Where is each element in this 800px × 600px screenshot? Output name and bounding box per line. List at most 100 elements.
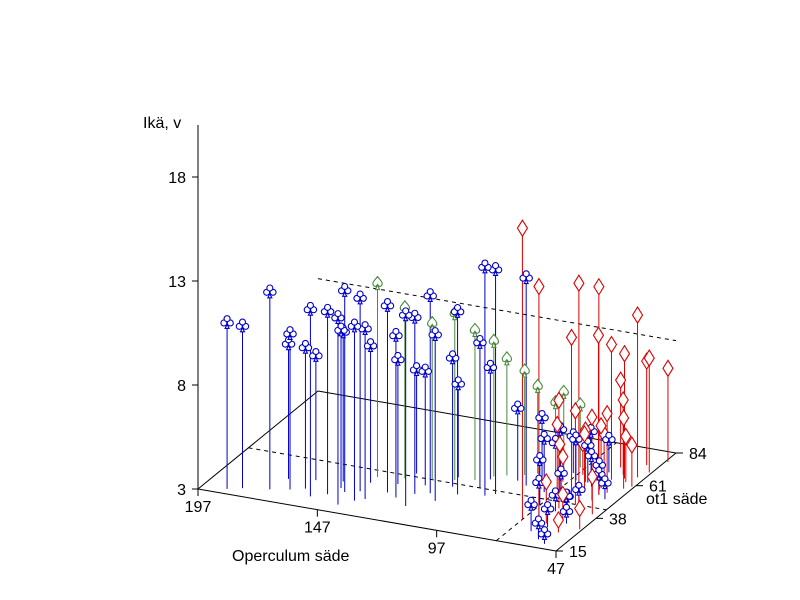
data-point-diamond (631, 306, 644, 325)
data-point-club (451, 376, 466, 391)
marks-layer (220, 219, 674, 540)
data-point-club (445, 350, 460, 365)
x-tick-label: 97 (428, 540, 446, 557)
data-point-club (353, 290, 367, 305)
data-point-diamond (554, 435, 566, 454)
data-point-diamond (578, 424, 591, 444)
y-tick-label: 15 (569, 544, 587, 561)
data-point-spade (488, 333, 500, 348)
data-point-club (389, 327, 403, 342)
data-point-club (347, 318, 362, 333)
data-point-spade (501, 350, 513, 366)
data-point-club (537, 430, 551, 445)
x-tick-label: 197 (185, 499, 212, 516)
data-point-club (598, 475, 612, 490)
data-point-diamond (553, 391, 565, 410)
data-point-club (428, 327, 442, 341)
data-point-diamond (643, 349, 655, 368)
z-axis-label: Ikä, v (143, 115, 181, 132)
data-point-club (537, 526, 552, 540)
data-point-club (572, 481, 586, 496)
data-point-club (363, 338, 378, 353)
data-point-diamond (569, 401, 582, 420)
x-tick-label: 47 (547, 561, 565, 578)
data-point-diamond (620, 427, 632, 446)
data-point-diamond (565, 328, 578, 347)
x-axis-label: Operculum säde (232, 548, 349, 565)
data-point-club (533, 452, 547, 466)
z-tick-label: 8 (177, 378, 186, 395)
floor-guide-y (248, 447, 607, 511)
data-point-diamond (618, 344, 631, 363)
data-point-diamond (540, 472, 552, 491)
data-point-diamond (662, 359, 674, 378)
data-point-club (569, 431, 583, 446)
data-point-club (303, 301, 318, 316)
data-point-club (450, 303, 465, 318)
data-point-diamond (551, 415, 563, 434)
data-point-club (235, 318, 250, 333)
x-tick-label: 147 (304, 520, 331, 537)
data-point-club (478, 259, 492, 274)
data-point-club (519, 270, 533, 285)
data-point-club (298, 339, 313, 354)
data-point-diamond (557, 447, 569, 466)
data-point-diamond (586, 467, 598, 486)
data-point-club (358, 321, 372, 335)
data-point-club (524, 496, 538, 511)
data-point-club (423, 288, 437, 303)
z-tick-label: 13 (168, 274, 186, 291)
data-point-club (283, 326, 297, 340)
data-point-club (554, 465, 568, 480)
back-guide (317, 278, 677, 342)
data-point-diamond (533, 277, 545, 296)
data-point-diamond (614, 371, 627, 390)
data-point-diamond (593, 277, 605, 296)
data-point-diamond (516, 219, 529, 238)
data-point-diamond (586, 408, 598, 427)
y-axis-label: ot1 säde (646, 491, 707, 508)
data-point-club (320, 303, 335, 318)
data-point-diamond (573, 274, 585, 293)
data-point-spade (427, 315, 438, 331)
data-point-club (337, 282, 352, 297)
data-point-club (220, 315, 234, 330)
data-point-club (488, 262, 503, 276)
data-point-club (592, 457, 607, 472)
data-point-diamond (557, 485, 569, 504)
data-point-club (263, 284, 277, 299)
data-point-club (531, 515, 546, 530)
data-point-club (584, 448, 599, 462)
z-tick-label: 18 (168, 170, 186, 187)
y-tick-label: 38 (609, 511, 627, 528)
data-point-spade (519, 363, 530, 378)
data-point-spade (532, 378, 543, 393)
data-point-spade (558, 384, 569, 399)
y-tick-label: 61 (649, 479, 667, 496)
data-point-club (483, 359, 498, 374)
data-point-diamond (601, 404, 613, 423)
data-point-club (602, 431, 616, 446)
data-point-diamond (605, 335, 618, 354)
data-point-club (473, 334, 487, 349)
floor-back-left-edge (197, 390, 319, 490)
data-point-club (398, 307, 413, 322)
data-point-club (418, 363, 433, 378)
data-point-diamond (617, 390, 629, 410)
data-point-club (510, 400, 525, 415)
y-axis-line (555, 452, 677, 552)
data-point-diamond (626, 436, 638, 455)
data-point-club (331, 310, 345, 324)
data-point-spade (469, 322, 481, 337)
data-point-club (559, 503, 574, 518)
data-point-club (535, 409, 549, 424)
data-point-diamond (595, 416, 607, 435)
data-point-club (309, 347, 323, 362)
x-axis-line (197, 488, 557, 552)
data-point-diamond (574, 499, 586, 518)
data-point-club (540, 501, 555, 515)
data-point-diamond (592, 326, 605, 345)
data-point-club (380, 297, 395, 312)
